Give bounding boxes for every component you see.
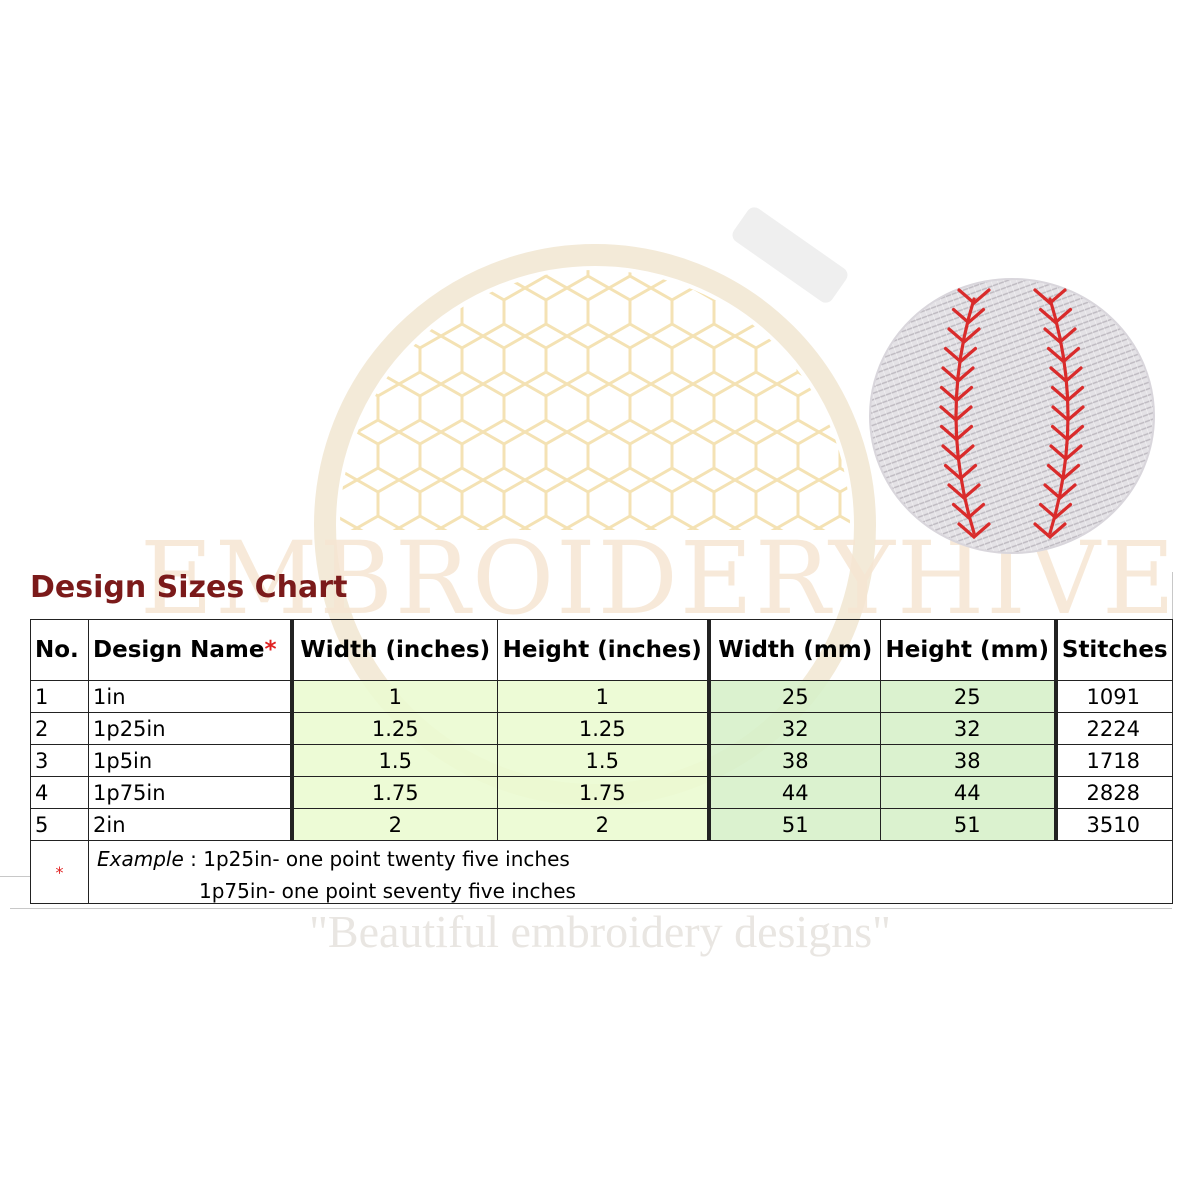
- header-height-inches: Height (inches): [497, 619, 711, 681]
- note-asterisk: *: [30, 840, 89, 904]
- table-row: 2 1p25in 1.25 1.25 32 32 2224: [30, 712, 1173, 745]
- cell-width-mm: 32: [708, 712, 881, 745]
- seam-stitch: [939, 405, 973, 423]
- watermark-tagline: "Beautiful embroidery designs": [309, 906, 891, 957]
- seam-stitch: [1051, 405, 1085, 423]
- cell-width-mm: 44: [708, 776, 881, 809]
- seam-stitch: [947, 327, 981, 345]
- cell-height-mm: 38: [880, 744, 1058, 777]
- cell-width-inches: 1.25: [291, 712, 498, 745]
- seam-stitch: [1033, 522, 1067, 540]
- chart-title: Design Sizes Chart: [30, 570, 348, 605]
- seam-stitch: [941, 366, 975, 384]
- cell-design-name: 1in: [88, 680, 294, 713]
- cell-width-mm: 51: [708, 808, 881, 841]
- baseball-embroidery-icon: [869, 278, 1155, 554]
- cell-width-mm: 25: [708, 680, 881, 713]
- seam-stitch: [1050, 424, 1085, 442]
- header-design-name-label: Design Name: [93, 637, 265, 663]
- seam-stitch: [1050, 385, 1085, 403]
- design-sizes-table: No. Design Name* Width (inches) Height (…: [30, 619, 1173, 904]
- cell-no: 4: [30, 776, 89, 809]
- cell-height-inches: 2: [497, 808, 711, 841]
- cell-stitches: 1718: [1055, 744, 1173, 777]
- seam-stitch: [1046, 463, 1081, 481]
- cell-design-name: 2in: [88, 808, 294, 841]
- note-cell: Example : 1p25in- one point twenty five …: [88, 840, 1173, 904]
- cell-height-mm: 51: [880, 808, 1058, 841]
- cell-height-inches: 1.5: [497, 744, 711, 777]
- seam-stitch: [1043, 483, 1077, 501]
- header-design-name: Design Name*: [88, 619, 294, 681]
- seam-stitch: [1038, 307, 1073, 325]
- header-width-mm: Width (mm): [708, 619, 881, 681]
- header-width-inches: Width (inches): [291, 619, 498, 681]
- header-height-mm: Height (mm): [880, 619, 1058, 681]
- table-row: 5 2in 2 2 51 51 3510: [30, 808, 1173, 841]
- seam-stitch: [1033, 288, 1067, 306]
- table-row: 3 1p5in 1.5 1.5 38 38 1718: [30, 744, 1173, 777]
- seam-stitch: [939, 385, 974, 403]
- seam-stitch: [1046, 346, 1081, 364]
- seam-stitch: [947, 483, 981, 501]
- seam-stitch: [943, 346, 978, 364]
- cell-design-name: 1p5in: [88, 744, 294, 777]
- seam-stitch: [1049, 366, 1083, 384]
- seam-stitch: [943, 463, 978, 481]
- cell-no: 1: [30, 680, 89, 713]
- cell-height-mm: 44: [880, 776, 1058, 809]
- seam-stitch: [1043, 327, 1077, 345]
- cell-width-inches: 1: [291, 680, 498, 713]
- asterisk-marker: *: [264, 637, 277, 663]
- seam-stitch: [1038, 502, 1073, 520]
- cell-no: 2: [30, 712, 89, 745]
- cell-width-inches: 2: [291, 808, 498, 841]
- gridline: [0, 876, 30, 877]
- note-line-1: Example : 1p25in- one point twenty five …: [90, 842, 1172, 874]
- cell-height-mm: 32: [880, 712, 1058, 745]
- gridline: [1172, 572, 1173, 619]
- seam-stitch: [957, 288, 991, 306]
- cell-stitches: 3510: [1055, 808, 1173, 841]
- cell-no: 3: [30, 744, 89, 777]
- seam-stitch: [951, 502, 986, 520]
- seam-stitch: [957, 522, 991, 540]
- cell-height-inches: 1.75: [497, 776, 711, 809]
- cell-design-name: 1p75in: [88, 776, 294, 809]
- seam-spine: [1048, 297, 1070, 535]
- cell-stitches: 1091: [1055, 680, 1173, 713]
- cell-no: 5: [30, 808, 89, 841]
- note-row: * Example : 1p25in- one point twenty fiv…: [30, 840, 1173, 904]
- gridline: [10, 908, 1172, 909]
- cell-height-inches: 1.25: [497, 712, 711, 745]
- cell-height-inches: 1: [497, 680, 711, 713]
- table-row: 4 1p75in 1.75 1.75 44 44 2828: [30, 776, 1173, 809]
- header-row: No. Design Name* Width (inches) Height (…: [30, 619, 1173, 681]
- seam-stitch: [1049, 444, 1083, 462]
- cell-height-mm: 25: [880, 680, 1058, 713]
- cell-width-inches: 1.75: [291, 776, 498, 809]
- cell-stitches: 2828: [1055, 776, 1173, 809]
- cell-design-name: 1p25in: [88, 712, 294, 745]
- seam-stitch: [939, 424, 974, 442]
- seam-spine: [954, 297, 976, 535]
- cell-width-mm: 38: [708, 744, 881, 777]
- header-no: No.: [30, 619, 89, 681]
- seam-stitch: [951, 307, 986, 325]
- note-line-2: 1p75in- one point seventy five inches: [199, 879, 576, 903]
- table-row: 1 1in 1 1 25 25 1091: [30, 680, 1173, 713]
- note-text-1: : 1p25in- one point twenty five inches: [183, 847, 570, 871]
- cell-stitches: 2224: [1055, 712, 1173, 745]
- note-label: Example: [97, 847, 184, 871]
- cell-width-inches: 1.5: [291, 744, 498, 777]
- seam-stitch: [941, 444, 975, 462]
- header-stitches: Stitches: [1055, 619, 1173, 681]
